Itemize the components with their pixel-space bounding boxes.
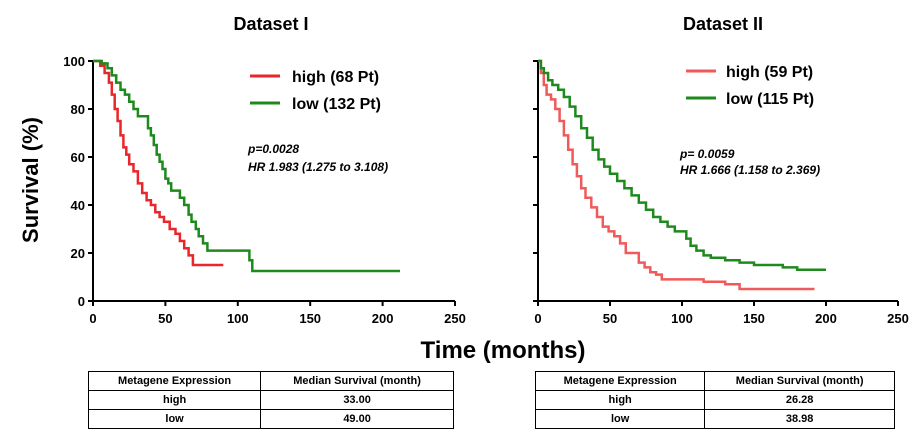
y-tick-label: 80: [71, 102, 85, 117]
y-tick-label: 20: [71, 246, 85, 261]
survival-curve-low: [93, 59, 400, 273]
table-cell: high: [534, 390, 706, 410]
survival-curve-high: [538, 59, 815, 291]
p-value-annotation: p=0.0028: [247, 142, 299, 156]
x-tick-label: 50: [158, 311, 172, 326]
x-tick-label: 150: [299, 311, 321, 326]
x-tick-label: 100: [671, 311, 693, 326]
legend-label: high (59 Pt): [726, 64, 813, 81]
x-tick-label: 250: [887, 311, 909, 326]
p-value-annotation: p= 0.0059: [679, 147, 735, 161]
y-tick-label: 40: [71, 198, 85, 213]
x-tick-label: 150: [743, 311, 765, 326]
table-header-row: Metagene Expression Median Survival (mon…: [534, 371, 895, 391]
tick-labels: 0 50 100 150 200 250 0 20 40 60 80 100: [63, 54, 466, 326]
chart-title: Dataset I: [233, 14, 308, 34]
y-tick-label: 0: [78, 294, 85, 309]
survival-curve-low: [538, 59, 826, 272]
table-cell: 49.00: [260, 409, 454, 429]
table-cell: 26.28: [704, 390, 895, 410]
tick-labels: 0 50 100 150 200 250: [534, 311, 908, 326]
x-tick-label: 200: [372, 311, 394, 326]
column-header: Metagene Expression: [87, 371, 262, 391]
table-row: low 38.98: [534, 409, 895, 429]
x-tick-label: 100: [227, 311, 249, 326]
x-axis-label: Time (months): [421, 337, 586, 364]
survival-curve-high: [93, 59, 224, 267]
table-cell: low: [87, 409, 262, 429]
axes: [533, 60, 899, 306]
y-tick-label: 100: [63, 54, 85, 69]
column-header: Metagene Expression: [534, 371, 706, 391]
table-row: high 26.28: [534, 390, 895, 410]
table-cell: 38.98: [704, 409, 895, 429]
table-row: low 49.00: [87, 409, 454, 429]
legend: high (59 Pt) low (115 Pt): [686, 64, 814, 108]
survival-curves: [93, 59, 400, 273]
x-tick-label: 250: [444, 311, 466, 326]
y-axis-label: Survival (%): [18, 117, 43, 243]
median-survival-table-2: Metagene Expression Median Survival (mon…: [534, 371, 895, 429]
chart-panel-dataset-1: Dataset I 0 50 100 150 200 250 0 20 40 60 80 100 hi…: [63, 14, 466, 326]
legend: high (68 Pt) low (132 Pt): [250, 69, 381, 113]
legend-label: high (68 Pt): [292, 69, 379, 86]
table-cell: low: [534, 409, 706, 429]
column-header: Median Survival (month): [704, 371, 895, 391]
x-tick-label: 0: [534, 311, 541, 326]
x-tick-label: 0: [89, 311, 96, 326]
hazard-ratio-annotation: HR 1.983 (1.275 to 3.108): [248, 160, 388, 174]
chart-panel-dataset-2: Dataset II 0 50 100 150 200 250 high (59 Pt) l…: [533, 14, 909, 326]
x-tick-label: 50: [603, 311, 617, 326]
x-tick-label: 200: [815, 311, 837, 326]
table-cell: 33.00: [260, 390, 454, 410]
table-row: high 33.00: [87, 390, 454, 410]
hazard-ratio-annotation: HR 1.666 (1.158 to 2.369): [680, 163, 820, 177]
axes: [88, 60, 456, 306]
y-tick-label: 60: [71, 150, 85, 165]
legend-label: low (115 Pt): [726, 91, 814, 108]
column-header: Median Survival (month): [260, 371, 454, 391]
survival-curves: [538, 59, 826, 291]
table-header-row: Metagene Expression Median Survival (mon…: [87, 371, 454, 391]
legend-label: low (132 Pt): [292, 96, 381, 113]
median-survival-table-1: Metagene Expression Median Survival (mon…: [87, 371, 454, 429]
table-cell: high: [87, 390, 262, 410]
chart-title: Dataset II: [683, 14, 763, 34]
